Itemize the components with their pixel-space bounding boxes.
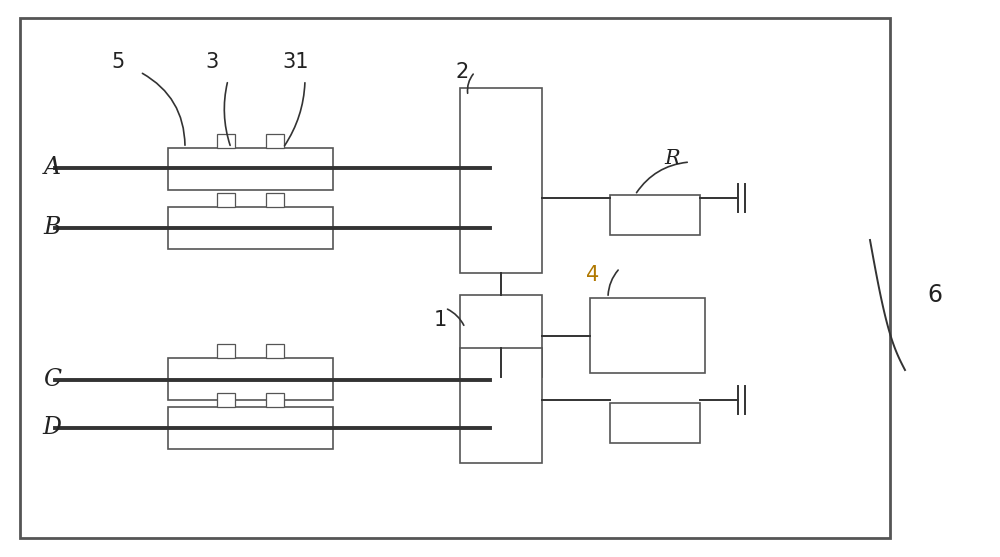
Bar [168, 407, 333, 449]
Bar [460, 88, 542, 273]
Text: 6: 6 [928, 283, 942, 307]
Text: 31: 31 [283, 52, 309, 72]
Bar [168, 207, 333, 249]
Bar [266, 134, 284, 148]
Bar [168, 358, 333, 400]
Text: 5: 5 [111, 52, 125, 72]
Bar [217, 193, 235, 207]
Bar [266, 193, 284, 207]
Bar [217, 344, 235, 358]
Bar [217, 393, 235, 407]
Text: R: R [664, 149, 680, 168]
Text: D: D [42, 417, 62, 439]
Bar [266, 393, 284, 407]
Text: B: B [43, 217, 61, 240]
Bar [610, 195, 700, 235]
Text: 4: 4 [586, 265, 600, 285]
Bar [266, 344, 284, 358]
Bar [460, 348, 542, 463]
Text: A: A [44, 157, 60, 179]
Bar [460, 295, 542, 377]
Text: 1: 1 [433, 310, 447, 330]
Bar [20, 18, 890, 538]
Bar [590, 298, 705, 373]
Bar [217, 134, 235, 148]
Bar [168, 148, 333, 190]
Text: 2: 2 [455, 62, 469, 82]
Bar [610, 403, 700, 443]
Text: C: C [43, 369, 61, 392]
Text: 3: 3 [205, 52, 219, 72]
